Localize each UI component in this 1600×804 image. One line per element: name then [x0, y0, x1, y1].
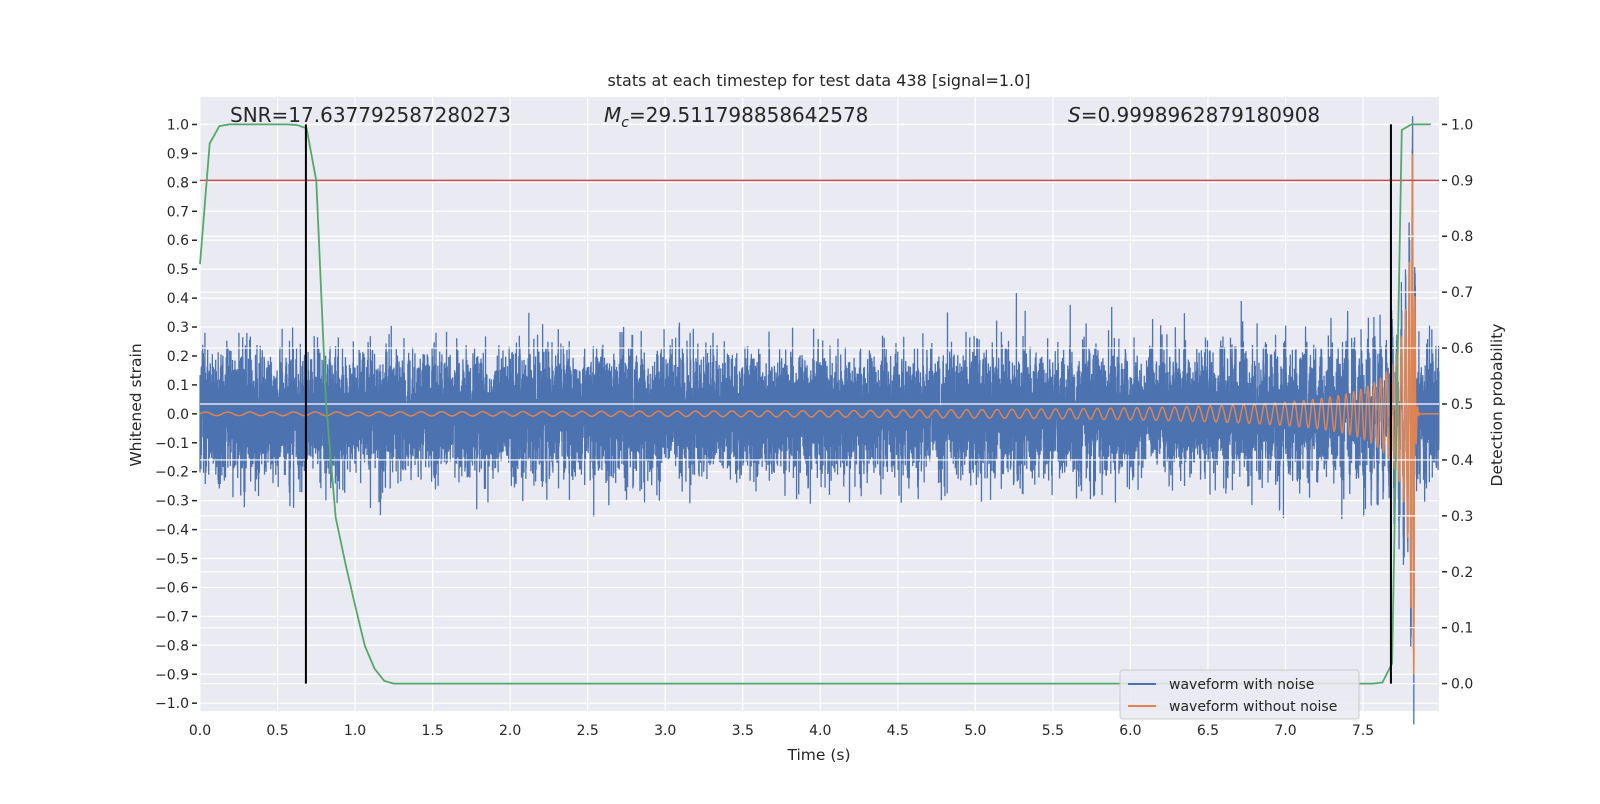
y-tick-label: 0.0 — [167, 407, 189, 423]
snr-annotation: SNR=17.637792587280273 — [230, 103, 511, 127]
chirp-mass-annotation: Mc=29.511798858642578 — [604, 103, 868, 131]
y-tick-label: −0.1 — [155, 436, 189, 452]
mc-subscript: c — [621, 115, 629, 131]
y-tick-label: 0.6 — [167, 233, 189, 249]
x-tick-label: 7.0 — [1274, 723, 1296, 739]
x-tick-label: 2.5 — [577, 723, 599, 739]
y-tick-label: −0.7 — [155, 609, 189, 625]
x-tick-label: 3.0 — [654, 723, 676, 739]
y-tick-label: 0.5 — [167, 262, 189, 278]
x-tick-label: 6.5 — [1197, 723, 1219, 739]
y-tick-label: −0.5 — [155, 552, 189, 568]
y-axis-right-label: Detection probability — [1488, 324, 1506, 487]
x-tick-label: 5.5 — [1042, 723, 1064, 739]
y-tick-label: 0.1 — [167, 378, 189, 394]
series-waveform-with-noise — [199, 116, 1440, 725]
s-value: =0.9998962879180908 — [1081, 103, 1320, 127]
x-tick-label: 5.0 — [964, 723, 986, 739]
y-right-tick-label: 0.9 — [1451, 173, 1473, 189]
series-layer — [199, 116, 1440, 725]
y-tick-label: 0.8 — [167, 175, 189, 191]
y-tick-label: 0.7 — [167, 204, 189, 220]
y-tick-label: −0.8 — [155, 638, 189, 654]
x-tick-label: 3.5 — [732, 723, 754, 739]
legend: waveform with noise waveform without noi… — [1119, 669, 1360, 720]
y-tick-label: −1.0 — [155, 696, 189, 712]
s-symbol: S — [1068, 103, 1081, 127]
score-annotation: S=0.9998962879180908 — [1068, 103, 1320, 127]
x-tick-label: 1.0 — [344, 723, 366, 739]
y-tick-label: 1.0 — [167, 117, 189, 133]
legend-label-with-noise: waveform with noise — [1169, 677, 1314, 693]
mc-value: =29.511798858642578 — [629, 103, 868, 127]
y-tick-label: −0.3 — [155, 494, 189, 510]
y-right-tick-label: 0.6 — [1451, 341, 1473, 357]
series-detection-probability — [199, 123, 1431, 685]
x-tick-label: 2.0 — [499, 723, 521, 739]
mc-symbol: M — [604, 103, 621, 127]
y-right-tick-label: 0.1 — [1451, 621, 1473, 637]
x-tick-label: 6.0 — [1119, 723, 1141, 739]
y-tick-label: −0.9 — [155, 667, 189, 683]
x-tick-label: 7.5 — [1352, 723, 1374, 739]
y-tick-label: −0.6 — [155, 580, 189, 596]
y-right-tick-label: 1.0 — [1451, 117, 1473, 133]
y-tick-label: 0.4 — [167, 291, 189, 307]
y-right-tick-label: 0.7 — [1451, 285, 1473, 301]
x-tick-label: 1.5 — [421, 723, 443, 739]
y-tick-label: 0.3 — [167, 320, 189, 336]
y-tick-label: −0.4 — [155, 523, 189, 539]
right-layer — [199, 123, 1439, 685]
y-right-tick-label: 0.2 — [1451, 565, 1473, 581]
y-right-tick-label: 0.4 — [1451, 453, 1473, 469]
legend-label-without-noise: waveform without noise — [1169, 699, 1337, 715]
x-tick-label: 4.5 — [887, 723, 909, 739]
y-tick-label: 0.2 — [167, 349, 189, 365]
chart-title: stats at each timestep for test data 438… — [607, 71, 1030, 90]
x-tick-label: 0.0 — [189, 723, 211, 739]
y-tick-label: 0.9 — [167, 146, 189, 162]
x-tick-label: 4.0 — [809, 723, 831, 739]
series-waveform-without-noise — [199, 153, 1439, 675]
x-tick-label: 0.5 — [266, 723, 288, 739]
y-right-tick-label: 0.5 — [1451, 397, 1473, 413]
y-right-tick-label: 0.3 — [1451, 509, 1473, 525]
x-axis-label: Time (s) — [786, 746, 850, 764]
y-right-tick-label: 0.0 — [1451, 677, 1473, 693]
y-tick-label: −0.2 — [155, 465, 189, 481]
y-axis-label: Whitened strain — [127, 343, 145, 466]
y-right-tick-label: 0.8 — [1451, 229, 1473, 245]
legend-box — [1119, 669, 1360, 720]
ticks: 0.0 0.5 1.0 1.5 2.0 2.5 3.0 3.5 4.0 4.5 5.0 5.5 6.0 6… — [155, 117, 1473, 739]
